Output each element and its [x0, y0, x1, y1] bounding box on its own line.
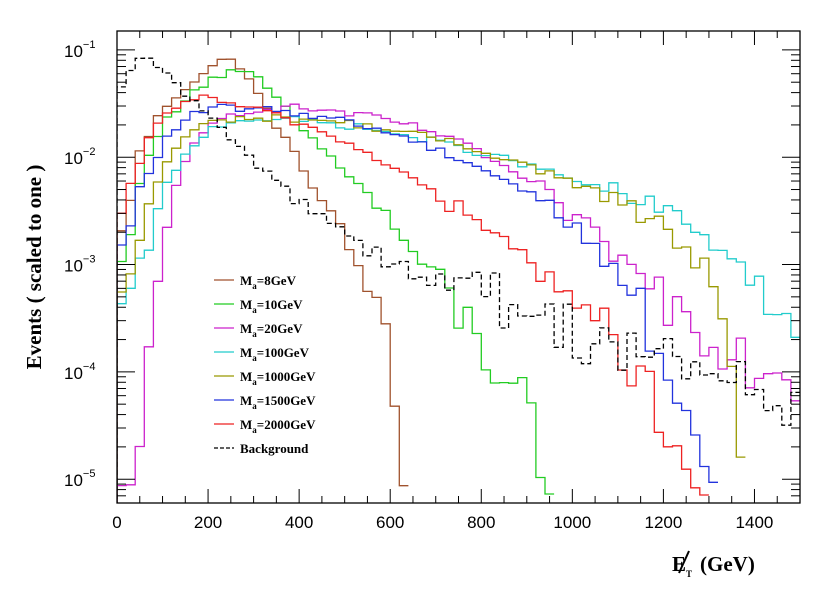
x-tick-label: 200 [194, 513, 222, 532]
legend-label: Ma=10GeV [240, 297, 303, 315]
x-tick-label: 800 [467, 513, 495, 532]
legend-label: Ma=2000GeV [240, 417, 316, 435]
x-tick-label: 600 [376, 513, 404, 532]
y-tick-label: 10−5 [64, 468, 95, 490]
x-tick-label: 400 [285, 513, 313, 532]
legend-label: Ma=1000GeV [240, 369, 316, 387]
x-axis-title-unit: (GeV) [700, 552, 755, 576]
y-axis: 10−5 10−4 10−3 10−2 10−1 [64, 39, 800, 504]
series-line-m-a-2000gev [117, 94, 709, 503]
legend-label: Ma=100GeV [240, 345, 310, 363]
series-layer [117, 57, 800, 503]
legend: Ma=8GeV Ma=10GeV Ma=20GeV Ma=100GeV Ma=1000G… [214, 273, 316, 456]
y-tick-label: 10−4 [64, 361, 95, 383]
legend-label: Background [240, 441, 309, 456]
x-tick-label: 0 [112, 513, 121, 532]
series-line-m-a-1500gev [117, 103, 718, 503]
y-tick-label: 10−2 [64, 146, 95, 168]
series-line-m-a-20gev [117, 103, 800, 503]
x-tick-label: 1000 [553, 513, 591, 532]
y-axis-title: Events ( scaled to one ) [22, 165, 46, 370]
x-axis-title: ET (GeV) [672, 550, 755, 579]
x-axis-title-symbol: E [672, 552, 686, 576]
series-line-m-a-100gev [117, 115, 800, 503]
series-line-m-a-8gev [117, 58, 409, 503]
legend-label: Ma=20GeV [240, 321, 303, 339]
series-line-m-a-1000gev [117, 114, 746, 503]
x-axis-title-subscript: T [686, 569, 692, 579]
x-axis: 0 200 400 600 800 1000 1200 1400 [112, 31, 801, 532]
x-tick-label: 1200 [644, 513, 682, 532]
svg-text:ET(GeV): ET (GeV) [672, 552, 755, 579]
y-tick-label: 10−1 [64, 39, 95, 61]
series-line-background [117, 57, 800, 503]
y-tick-label: 10−3 [64, 254, 95, 276]
x-axis-title-slash [678, 550, 690, 574]
x-tick-label: 1400 [736, 513, 774, 532]
legend-label: Ma=8GeV [240, 273, 297, 291]
legend-label: Ma=1500GeV [240, 393, 316, 411]
